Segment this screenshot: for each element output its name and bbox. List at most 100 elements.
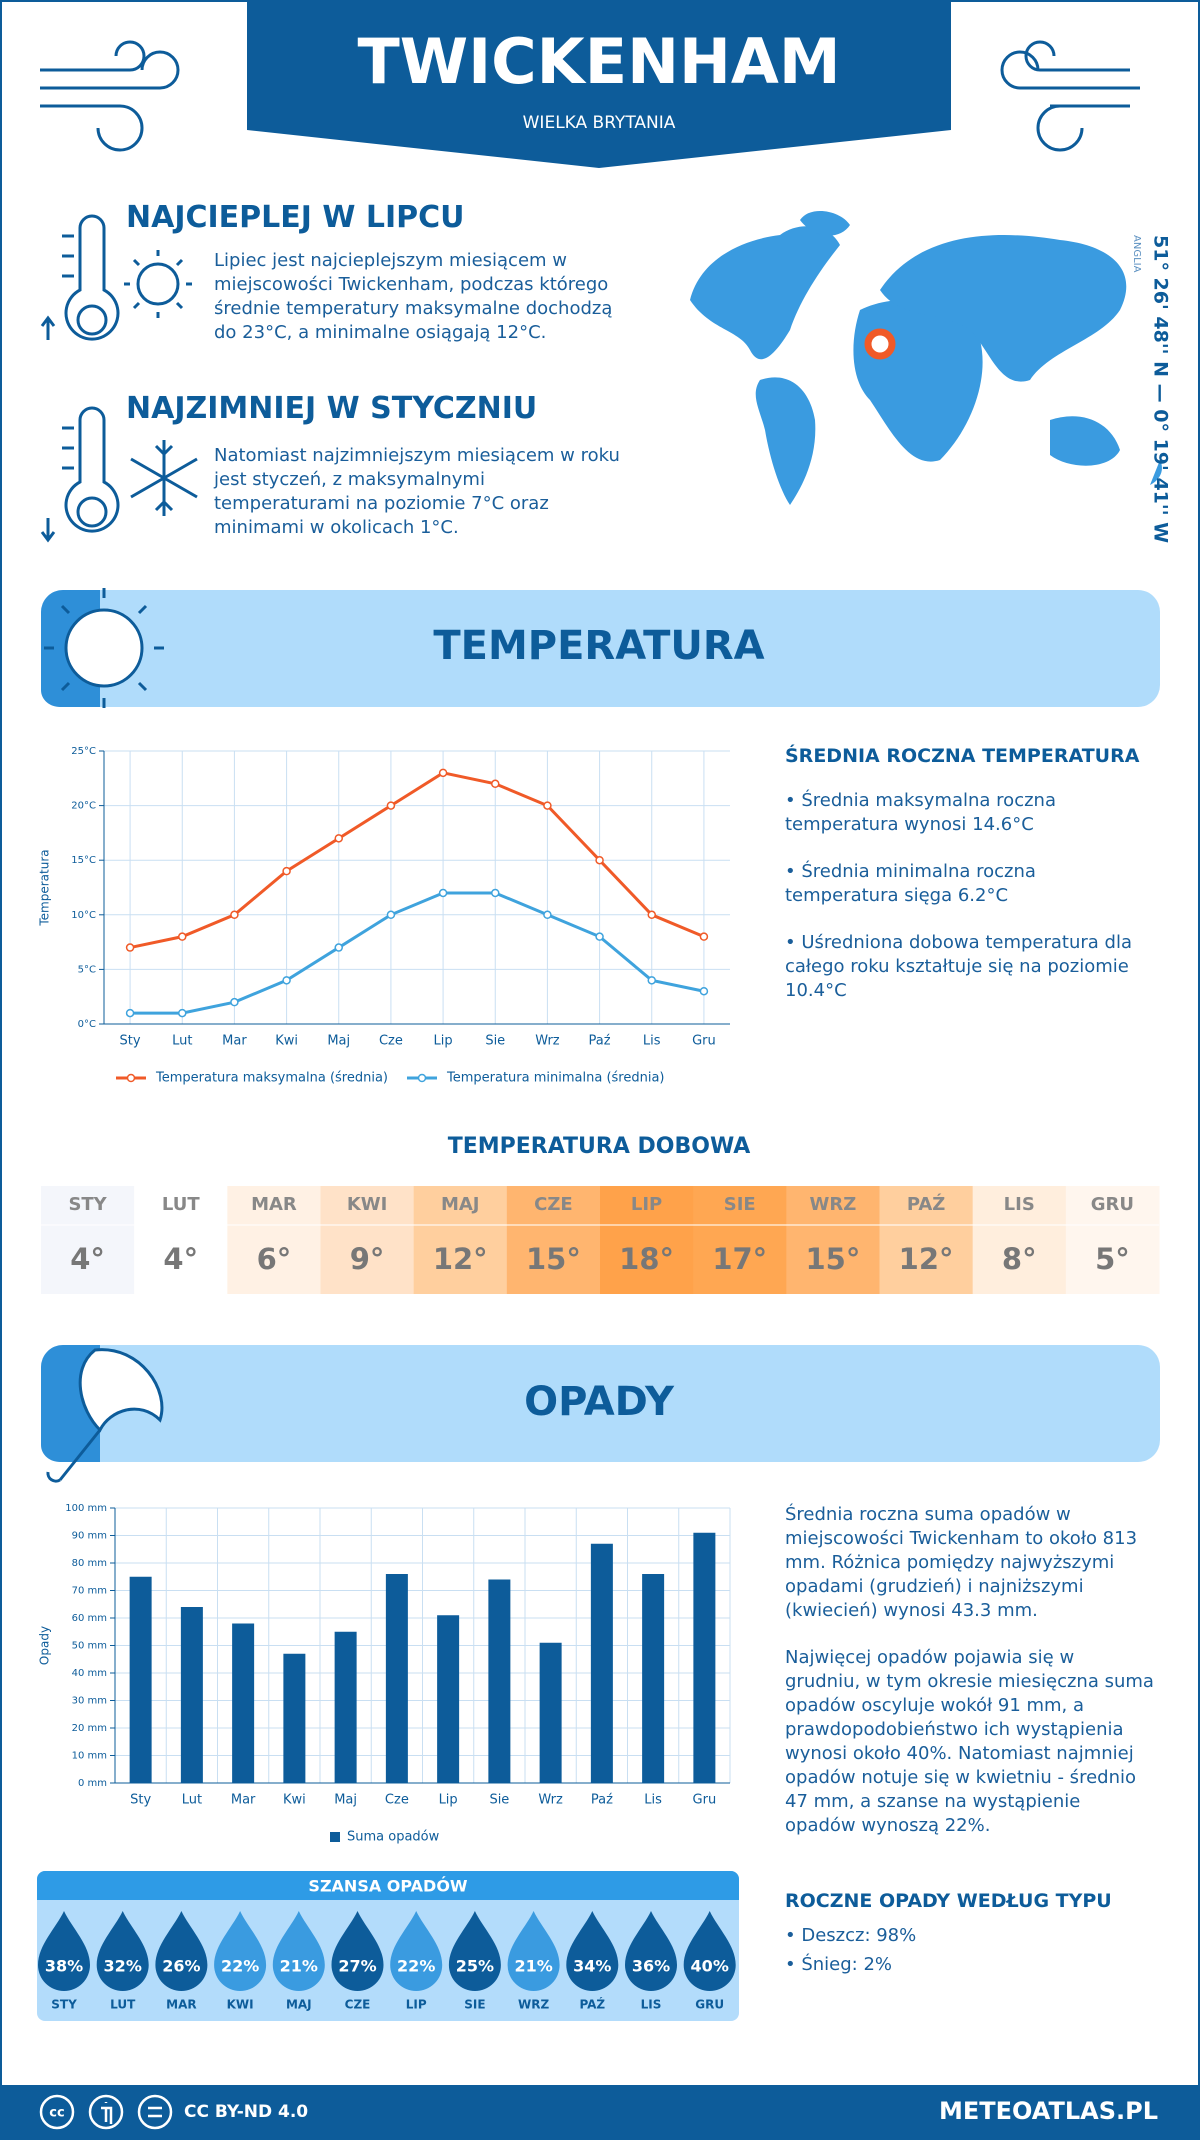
table-value: 18°: [619, 1242, 674, 1276]
x-tick-label: Gru: [693, 1793, 717, 1808]
table-month: LIS: [1004, 1194, 1035, 1215]
rain-chance-value: 32%: [104, 1957, 142, 1976]
rain-chance-month: KWI: [227, 1998, 254, 2012]
summary-bullet: • Średnia minimalna roczna temperatura s…: [785, 861, 1036, 906]
bar: [488, 1579, 511, 1783]
coldest-text: Natomiast najzimniejszym miesiącem w rok…: [214, 445, 620, 538]
section-banner: [41, 1345, 1160, 1462]
wind-icon: [40, 40, 180, 152]
data-point: [699, 932, 709, 941]
rain-chance-title: SZANSA OPADÓW: [308, 1877, 468, 1896]
precip-paragraph: Najwięcej opadów pojawia się w grudniu, …: [785, 1647, 1154, 1836]
data-point: [178, 932, 187, 941]
world-map: [690, 210, 1162, 505]
rain-chance-value: 21%: [280, 1957, 318, 1976]
rain-drop: [566, 1911, 619, 1992]
rain-chance-header: [37, 1871, 739, 1900]
data-point: [178, 1008, 187, 1018]
data-point: [438, 888, 448, 898]
legend-label: Temperatura maksymalna (średnia): [155, 1071, 388, 1086]
rain-drop: [155, 1911, 208, 1992]
data-point: [334, 834, 343, 843]
table-cell: [413, 1186, 508, 1294]
y-tick-label: 15°C: [71, 855, 96, 866]
y-tick-label: 40 mm: [72, 1668, 107, 1679]
data-point: [543, 801, 552, 810]
table-month: STY: [68, 1194, 107, 1215]
bar: [539, 1642, 562, 1783]
rain-chance-value: 34%: [573, 1957, 611, 1976]
rain-chance-value: 38%: [45, 1957, 83, 1976]
data-point: [282, 866, 291, 876]
wind-icon: [1000, 40, 1140, 152]
x-tick-label: Sie: [485, 1034, 505, 1049]
page-title: TWICKENHAM: [357, 25, 840, 98]
table-value: 4°: [163, 1242, 198, 1276]
rain-chance-month: GRU: [695, 1998, 724, 2012]
location-marker: [864, 328, 896, 360]
data-point: [230, 910, 239, 920]
y-tick-label: 20°C: [71, 801, 96, 812]
bar: [642, 1574, 665, 1783]
table-month: LIP: [631, 1194, 662, 1215]
warmest-text: Lipiec jest najcieplejszym miesiącem w m…: [214, 250, 613, 343]
rain-chance-value: 22%: [397, 1957, 435, 1976]
data-point: [491, 888, 500, 898]
y-tick-label: 25°C: [71, 746, 96, 757]
hot-icon: [40, 214, 192, 341]
y-tick-label: 30 mm: [72, 1696, 107, 1707]
x-tick-label: Lis: [643, 1034, 661, 1049]
section-title: OPADY: [524, 1379, 675, 1425]
rain-chance-value: 36%: [632, 1957, 670, 1976]
site-name: METEOATLAS.PL: [939, 2097, 1158, 2125]
table-cell: [506, 1186, 601, 1294]
data-point: [386, 801, 396, 810]
bar: [693, 1532, 716, 1783]
table-cell: [879, 1186, 974, 1294]
y-tick-label: 90 mm: [72, 1531, 107, 1542]
table-value: 15°: [526, 1242, 581, 1276]
rain-drop: [38, 1911, 90, 1991]
data-point: [334, 943, 343, 952]
table-month: GRU: [1091, 1194, 1134, 1215]
bar: [385, 1574, 408, 1783]
legend-label: Temperatura minimalna (średnia): [446, 1071, 664, 1086]
data-point: [125, 1008, 135, 1018]
x-tick-label: Lis: [644, 1793, 662, 1808]
table-month: KWI: [347, 1194, 388, 1215]
rain-chance-value: 40%: [691, 1957, 729, 1976]
x-tick-label: Paź: [589, 1034, 611, 1049]
summary-bullet: • Średnia maksymalna roczna temperatura …: [785, 790, 1056, 835]
rain-drop: [507, 1911, 560, 1992]
data-point: [282, 976, 291, 985]
warmest-title: NAJCIEPLEJ W LIPCU: [126, 200, 465, 235]
y-tick-label: 80 mm: [72, 1558, 107, 1569]
table-month: PAŹ: [907, 1193, 946, 1215]
x-tick-label: Cze: [379, 1034, 403, 1049]
x-tick-label: Mar: [231, 1793, 256, 1808]
table-cell: [227, 1186, 321, 1294]
x-tick-label: Kwi: [283, 1793, 306, 1808]
license: CC BY-ND 4.0: [184, 2102, 308, 2122]
y-axis-label: Temperatura: [38, 849, 52, 926]
precip-type-item: • Deszcz: 98%: [785, 1925, 917, 1946]
table-cell: [972, 1186, 1067, 1294]
precip-type-item: • Śnieg: 2%: [785, 1954, 893, 1975]
table-value: 12°: [433, 1242, 488, 1276]
table-value: 15°: [805, 1242, 860, 1276]
table-month: WRZ: [810, 1194, 857, 1215]
region: ANGLIA: [1131, 235, 1142, 273]
table-cell: [41, 1186, 135, 1294]
rain-chance-month: PAŹ: [579, 1997, 605, 2012]
table-value: 12°: [899, 1242, 954, 1276]
x-tick-label: Kwi: [275, 1034, 298, 1049]
rain-chance-month: MAR: [166, 1998, 196, 2012]
y-tick-label: 5°C: [78, 964, 96, 975]
rain-drop: [272, 1911, 325, 1992]
rain-chance-value: 26%: [162, 1957, 200, 1976]
footer-bar: [0, 2085, 1200, 2140]
bar: [334, 1631, 357, 1783]
rain-chance-month: LUT: [110, 1998, 136, 2012]
table-cell: [693, 1186, 787, 1294]
